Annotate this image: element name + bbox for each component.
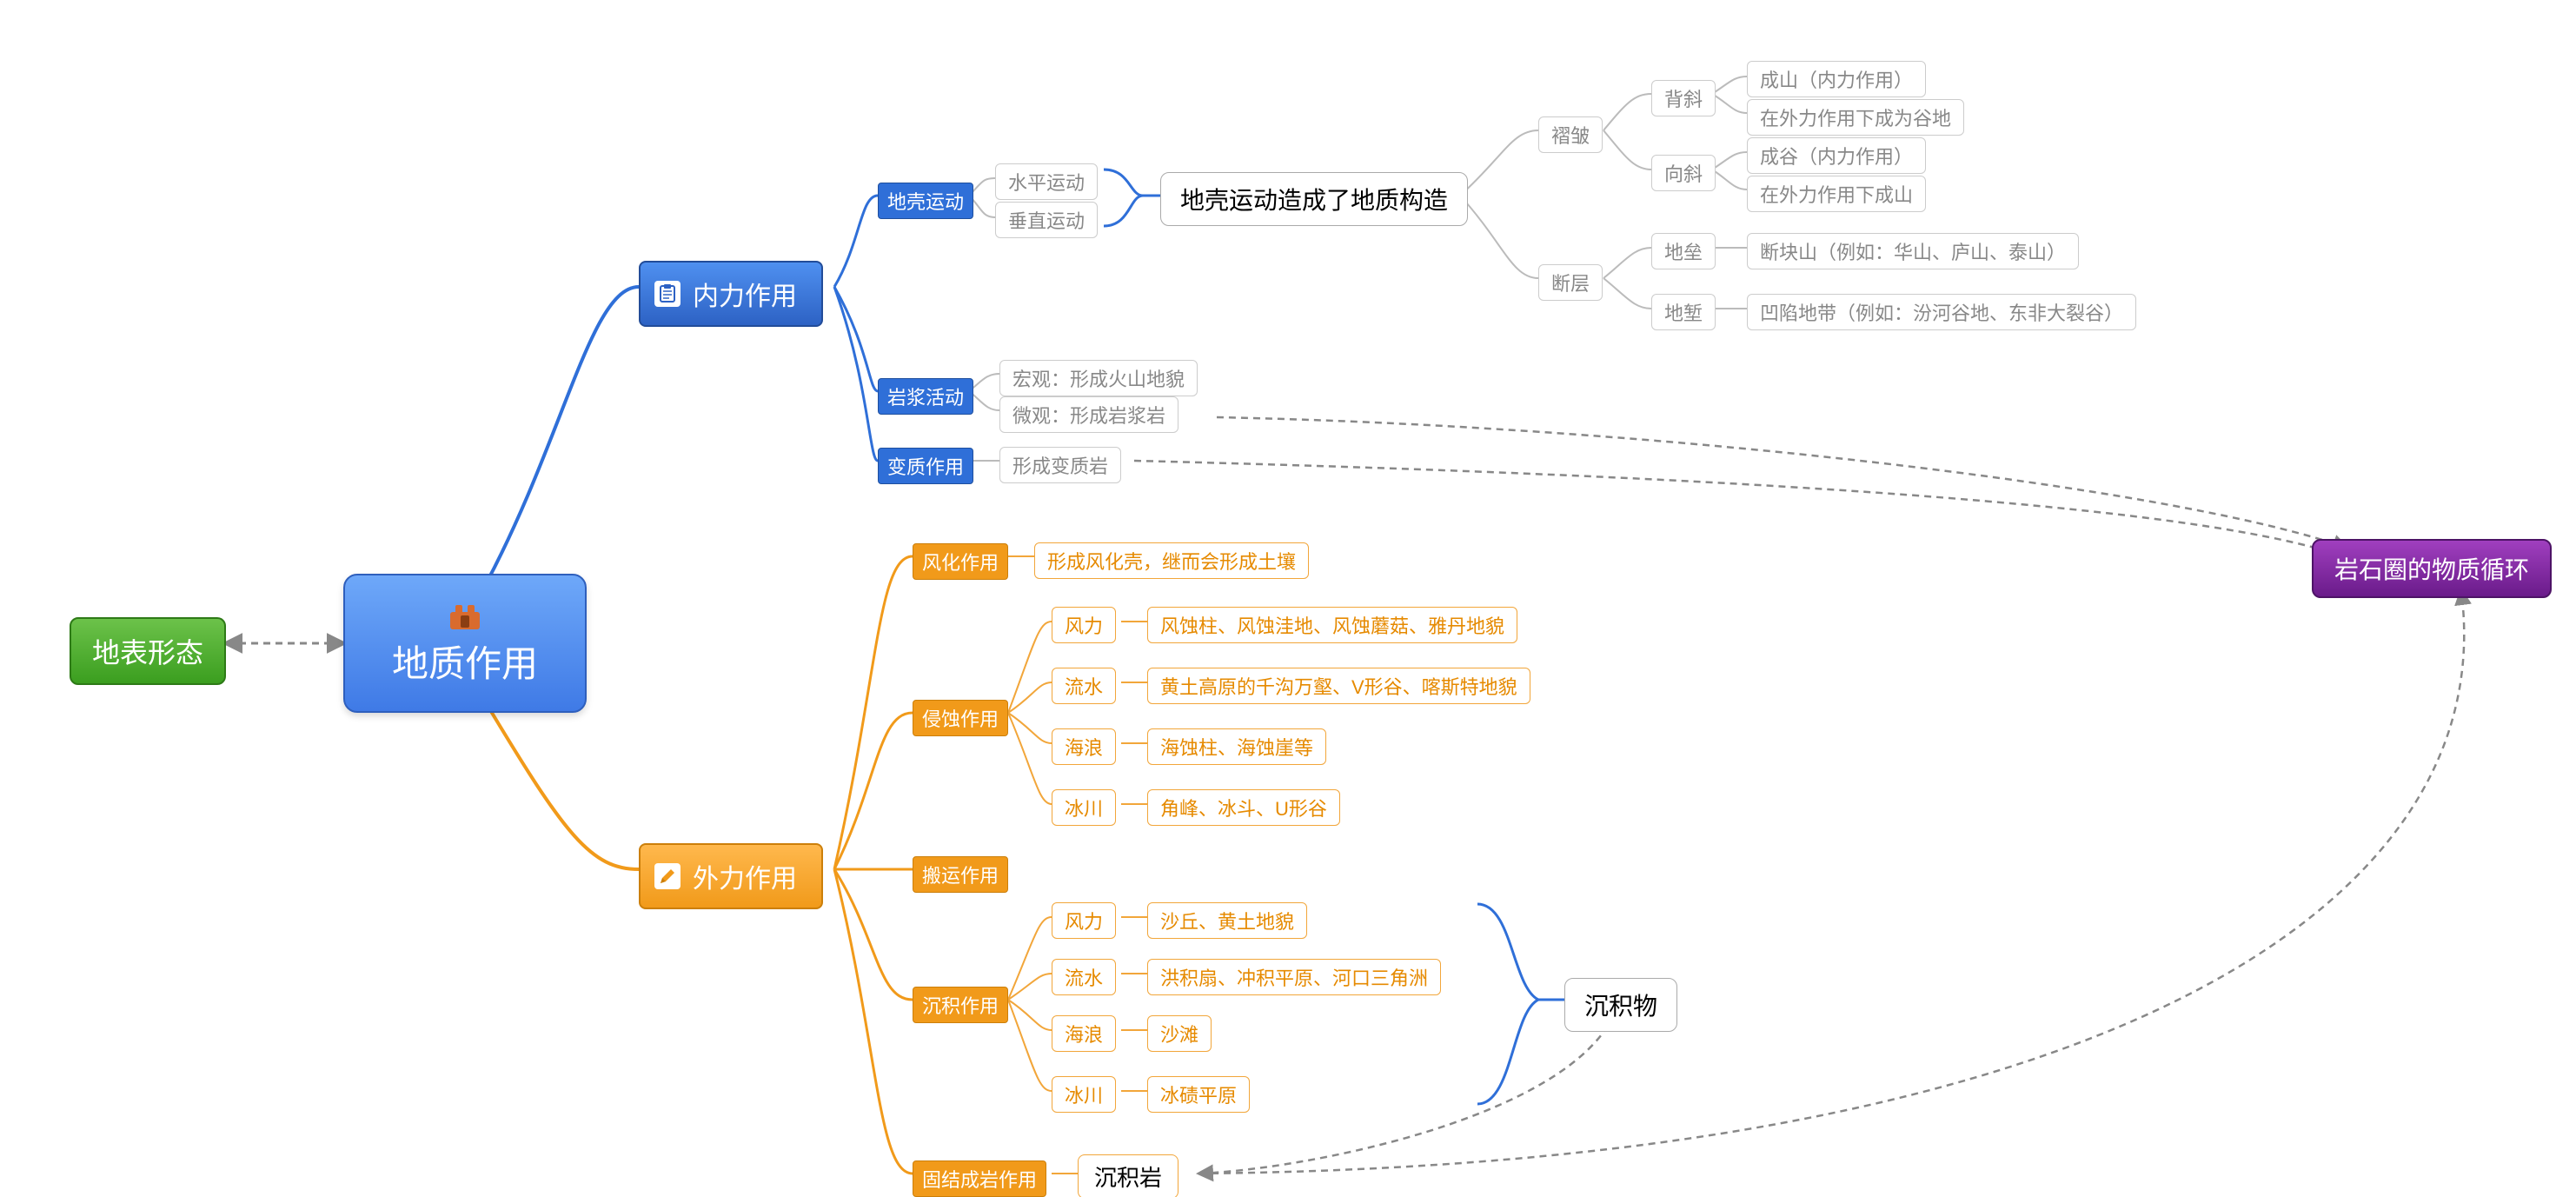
anticline-leaf: 背斜 xyxy=(1651,80,1716,116)
metamorphism-tag[interactable]: 变质作用 xyxy=(878,448,973,484)
weathering-tag[interactable]: 风化作用 xyxy=(913,543,1008,580)
horst-leaf: 地垒 xyxy=(1651,233,1716,269)
erosion-wave-label: 海浪 xyxy=(1052,728,1116,765)
erosion-water-text: 黄土高原的千沟万壑、V形谷、喀斯特地貌 xyxy=(1147,668,1530,704)
surface-form-node[interactable]: 地表形态 xyxy=(70,617,226,685)
erosion-glacier-text: 角峰、冰斗、U形谷 xyxy=(1147,789,1340,826)
anticline-a: 成山（内力作用） xyxy=(1747,61,1926,97)
deposition-wave-text: 沙滩 xyxy=(1147,1015,1212,1052)
syncline-b: 在外力作用下成山 xyxy=(1747,176,1926,212)
magma-macro: 宏观：形成火山地貌 xyxy=(999,360,1198,396)
lithification-tag[interactable]: 固结成岩作用 xyxy=(913,1160,1046,1197)
weathering-result: 形成风化壳，继而会形成土壤 xyxy=(1034,542,1309,579)
transport-tag[interactable]: 搬运作用 xyxy=(913,856,1008,893)
deposition-wind-label: 风力 xyxy=(1052,902,1116,939)
surface-form-label: 地表形态 xyxy=(92,631,203,671)
metamorphism-result: 形成变质岩 xyxy=(999,447,1121,483)
deposition-wind-text: 沙丘、黄土地貌 xyxy=(1147,902,1307,939)
external-force-label: 外力作用 xyxy=(693,857,797,895)
erosion-water-label: 流水 xyxy=(1052,668,1116,704)
lithification-result: 沉积岩 xyxy=(1078,1154,1178,1197)
sediment-summary: 沉积物 xyxy=(1564,978,1677,1032)
external-force-node[interactable]: 外力作用 xyxy=(639,843,823,909)
erosion-wind-text: 风蚀柱、风蚀洼地、风蚀蘑菇、雅丹地貌 xyxy=(1147,607,1517,643)
root-label: 地质作用 xyxy=(392,635,538,688)
deposition-water-label: 流水 xyxy=(1052,959,1116,995)
erosion-tag[interactable]: 侵蚀作用 xyxy=(913,700,1008,736)
rock-cycle-label: 岩石圈的物质循环 xyxy=(2334,551,2529,586)
root-icon xyxy=(443,600,487,635)
erosion-wave-text: 海蚀柱、海蚀崖等 xyxy=(1147,728,1326,765)
fault-leaf: 断层 xyxy=(1538,264,1603,301)
deposition-water-text: 洪积扇、冲积平原、河口三角洲 xyxy=(1147,959,1441,995)
crust-movement-tag[interactable]: 地壳运动 xyxy=(878,183,973,219)
magma-micro: 微观：形成岩浆岩 xyxy=(999,396,1178,433)
erosion-glacier-label: 冰川 xyxy=(1052,789,1116,826)
root-node[interactable]: 地质作用 xyxy=(343,574,587,713)
erosion-wind-label: 风力 xyxy=(1052,607,1116,643)
crust-result-leaf: 地壳运动造成了地质构造 xyxy=(1160,172,1468,226)
magma-tag[interactable]: 岩浆活动 xyxy=(878,378,973,415)
internal-force-label: 内力作用 xyxy=(693,275,797,313)
rock-cycle-node[interactable]: 岩石圈的物质循环 xyxy=(2312,539,2552,598)
deposition-tag[interactable]: 沉积作用 xyxy=(913,987,1008,1023)
deposition-wave-label: 海浪 xyxy=(1052,1015,1116,1052)
syncline-a: 成谷（内力作用） xyxy=(1747,137,1926,174)
vertical-leaf: 垂直运动 xyxy=(995,202,1098,238)
clipboard-icon xyxy=(654,281,681,307)
horst-text: 断块山（例如：华山、庐山、泰山） xyxy=(1747,233,2079,269)
deposition-glacier-label: 冰川 xyxy=(1052,1076,1116,1113)
graben-text: 凹陷地带（例如：汾河谷地、东非大裂谷） xyxy=(1747,294,2136,330)
pencil-icon xyxy=(654,863,681,889)
fold-leaf: 褶皱 xyxy=(1538,116,1603,153)
horizontal-leaf: 水平运动 xyxy=(995,163,1098,200)
graben-leaf: 地堑 xyxy=(1651,294,1716,330)
deposition-glacier-text: 冰碛平原 xyxy=(1147,1076,1250,1113)
syncline-leaf: 向斜 xyxy=(1651,155,1716,191)
anticline-b: 在外力作用下成为谷地 xyxy=(1747,99,1964,136)
internal-force-node[interactable]: 内力作用 xyxy=(639,261,823,327)
